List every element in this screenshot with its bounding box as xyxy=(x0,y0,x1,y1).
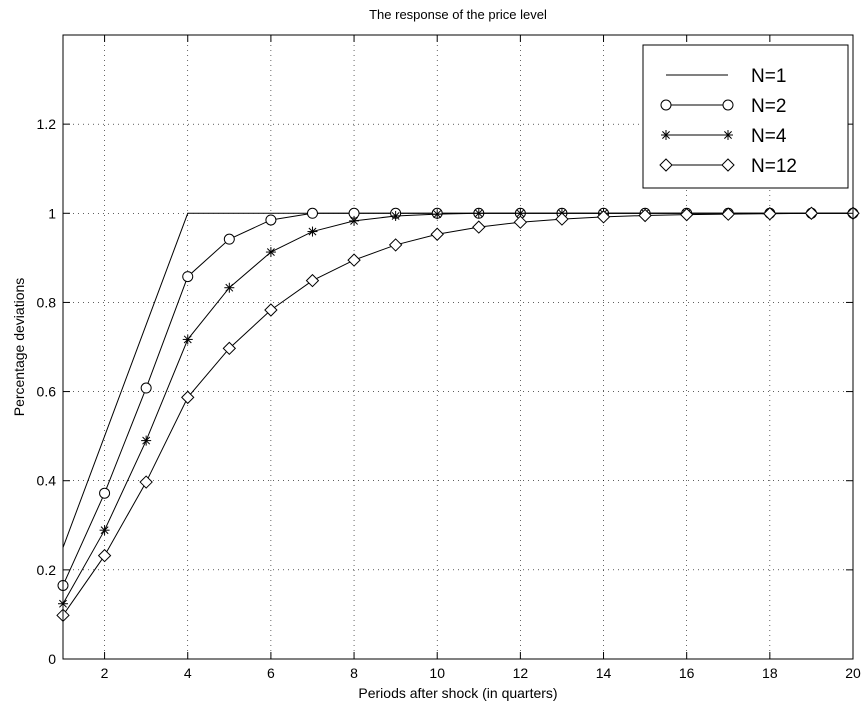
plot-frame xyxy=(62,34,854,660)
data-point-diamond xyxy=(388,238,403,252)
legend-item: N=12 xyxy=(659,156,797,177)
legend-label: N=12 xyxy=(751,156,797,177)
data-point-asterisk xyxy=(99,525,110,536)
data-point-diamond xyxy=(472,220,486,234)
data-point-diamond xyxy=(430,227,444,241)
data-point-diamond xyxy=(181,390,195,405)
y-tick-label: 0 xyxy=(48,651,56,667)
x-tick-label: 18 xyxy=(762,665,778,681)
data-point-circle xyxy=(660,99,672,111)
data-point-diamond xyxy=(347,253,361,267)
data-point-diamond xyxy=(679,207,694,222)
legend-box xyxy=(642,44,849,189)
legend: N=1 N=2 N=4 N=12 xyxy=(642,44,849,189)
data-point-diamond xyxy=(763,207,777,221)
y-axis-label: Percentage deviations xyxy=(11,278,27,417)
data-point-diamond xyxy=(555,212,569,226)
series-4 xyxy=(56,206,860,623)
data-point-circle xyxy=(722,99,734,111)
legend-label: N=4 xyxy=(751,126,787,147)
x-tick-label: 4 xyxy=(184,665,192,681)
data-point-diamond xyxy=(264,303,278,317)
data-point-diamond xyxy=(139,475,153,489)
data-point-asterisk xyxy=(307,226,318,237)
x-tick-label: 2 xyxy=(101,665,109,681)
data-point-circle xyxy=(265,214,277,226)
data-point-diamond xyxy=(596,210,611,224)
y-tick-label: 0.2 xyxy=(37,562,57,578)
data-point-asterisk xyxy=(390,210,401,221)
data-point-circle xyxy=(140,382,152,394)
x-axis-label: Periods after shock (in quarters) xyxy=(358,685,557,701)
data-point-diamond xyxy=(513,215,528,229)
legend-item: N=2 xyxy=(660,96,786,117)
data-point-asterisk xyxy=(661,130,671,140)
data-point-asterisk xyxy=(723,130,733,140)
data-point-circle xyxy=(182,271,194,283)
y-tick-label: 1 xyxy=(48,205,56,221)
series-line xyxy=(62,212,853,604)
chart-title: The response of the price level xyxy=(369,7,547,22)
x-tick-label: 6 xyxy=(267,665,275,681)
data-point-diamond xyxy=(638,208,652,223)
legend-label: N=2 xyxy=(751,96,786,117)
data-point-diamond xyxy=(659,158,673,172)
x-tick-label: 20 xyxy=(845,665,861,681)
data-point-asterisk xyxy=(473,208,484,219)
data-point-circle xyxy=(223,233,235,245)
series-line xyxy=(62,212,853,616)
y-tick-label: 1.2 xyxy=(37,116,57,132)
x-tick-label: 14 xyxy=(596,665,612,681)
data-point-asterisk xyxy=(224,282,235,293)
data-point-diamond xyxy=(97,548,112,563)
x-tick-label: 16 xyxy=(679,665,695,681)
axis-ticks: 2 4 6 8 10 12 14 16 18 20 0 0.2 0.4 0.6 0.8 1 1.2 xyxy=(37,35,861,681)
data-point-diamond xyxy=(305,273,320,288)
series-layer xyxy=(56,206,860,623)
data-point-diamond xyxy=(804,206,819,220)
data-point-asterisk xyxy=(182,334,193,345)
y-tick-label: 0.4 xyxy=(37,473,57,489)
legend-item: N=1 xyxy=(666,66,786,87)
x-tick-label: 10 xyxy=(429,665,445,681)
data-point-circle xyxy=(306,207,318,219)
data-point-asterisk xyxy=(349,215,360,226)
data-point-diamond xyxy=(721,158,735,172)
x-tick-label: 12 xyxy=(513,665,529,681)
y-tick-label: 0.8 xyxy=(37,294,57,310)
data-point-asterisk xyxy=(265,247,276,258)
x-tick-label: 8 xyxy=(350,665,358,681)
legend-label: N=1 xyxy=(751,66,786,87)
data-point-asterisk xyxy=(432,209,443,220)
legend-item: N=4 xyxy=(661,126,787,147)
y-tick-label: 0.6 xyxy=(37,384,57,400)
data-point-diamond xyxy=(222,341,237,356)
data-point-diamond xyxy=(721,207,735,221)
data-point-circle xyxy=(99,487,111,499)
data-point-asterisk xyxy=(141,435,152,446)
